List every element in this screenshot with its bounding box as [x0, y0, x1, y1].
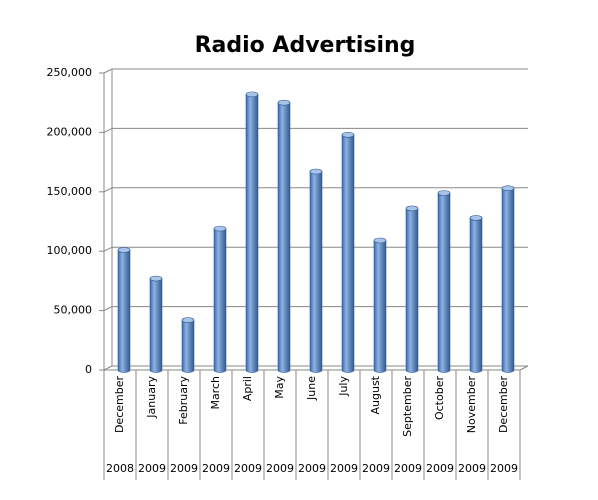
bar-top: [469, 215, 483, 221]
floor-side: [519, 365, 529, 371]
bar: [245, 94, 259, 373]
bar: [277, 102, 291, 373]
bar-top: [341, 131, 355, 138]
bar: [341, 134, 355, 373]
grid-line: [103, 68, 113, 74]
x-tick-label: March: [209, 376, 222, 410]
grid-line: [103, 127, 113, 133]
x-tick-label: October: [433, 376, 446, 420]
chart-title: Radio Advertising: [195, 33, 416, 58]
bar: [117, 249, 131, 373]
grid-line: [103, 187, 113, 193]
bar-top: [277, 99, 291, 106]
year-label: 2009: [202, 462, 230, 475]
year-label: 2009: [138, 462, 166, 475]
x-tick-label: January: [145, 376, 158, 419]
grid-line: [103, 365, 113, 371]
year-label: 2009: [394, 462, 422, 475]
year-label: 2009: [330, 462, 358, 475]
y-tick-label: 0: [85, 363, 92, 376]
bar: [437, 192, 451, 373]
bar-top: [149, 275, 163, 282]
grid-line: [103, 306, 113, 312]
year-label: 2009: [490, 462, 518, 475]
year-label: 2008: [106, 462, 134, 475]
bar-top: [405, 205, 419, 212]
y-tick-label: 50,000: [54, 304, 93, 317]
x-tick-label: August: [369, 375, 382, 414]
year-label: 2009: [362, 462, 390, 475]
x-tick-label: December: [113, 376, 126, 434]
bar: [373, 240, 387, 373]
y-tick-label: 250,000: [47, 66, 93, 79]
x-tick-label: February: [177, 376, 190, 425]
bar-top: [117, 247, 131, 253]
x-tick-label: April: [241, 376, 254, 401]
y-tick-label: 150,000: [47, 185, 93, 198]
x-tick-label: November: [465, 376, 478, 434]
bar-top: [437, 190, 451, 196]
year-label: 2009: [170, 462, 198, 475]
x-tick-label: July: [337, 376, 350, 397]
bar: [181, 319, 195, 373]
grid-line: [103, 246, 113, 252]
year-label: 2009: [458, 462, 486, 475]
bar-top: [213, 225, 227, 232]
year-label: 2009: [266, 462, 294, 475]
bar: [469, 217, 483, 373]
bar-top: [181, 317, 195, 323]
x-tick-label: June: [305, 376, 318, 401]
year-label: 2009: [298, 462, 326, 475]
y-tick-label: 100,000: [47, 244, 93, 257]
bar: [501, 187, 515, 373]
year-label: 2009: [426, 462, 454, 475]
bar-top: [501, 185, 515, 192]
bar-top: [245, 91, 259, 98]
x-tick-label: May: [273, 376, 286, 399]
bar: [405, 208, 419, 373]
x-tick-label: December: [497, 376, 510, 434]
bar: [149, 278, 163, 373]
year-label: 2009: [234, 462, 262, 475]
bar: [213, 228, 227, 373]
bar-top: [309, 168, 323, 175]
y-tick-label: 200,000: [47, 125, 93, 138]
bar: [309, 171, 323, 373]
bar-top: [373, 237, 387, 244]
x-tick-label: September: [401, 376, 414, 437]
